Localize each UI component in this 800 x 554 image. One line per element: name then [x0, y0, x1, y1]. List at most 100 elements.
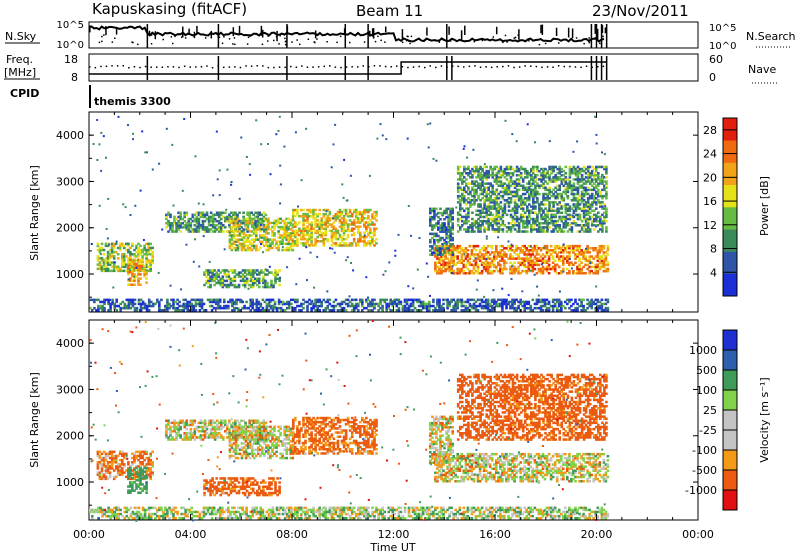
echo-cell [243, 275, 247, 278]
echo-cell [479, 230, 482, 233]
echo-cell [197, 230, 201, 233]
echo-cell [509, 306, 512, 310]
echo-cell [243, 283, 247, 287]
echo-cell [531, 267, 535, 271]
echo-cell [519, 213, 523, 217]
echo-cell [598, 257, 602, 260]
echo-cell [564, 203, 568, 206]
echo-cell [513, 272, 516, 275]
echo-cell [584, 180, 588, 183]
echo-cell [143, 264, 146, 268]
echo-cell [437, 253, 440, 256]
echo-cell [334, 233, 338, 237]
echo-cell [460, 309, 464, 312]
echo-cell [547, 257, 551, 260]
noise-search-dot [307, 38, 310, 40]
echo-cell [359, 219, 362, 222]
echo-cell [289, 234, 293, 237]
echo-cell [127, 306, 131, 310]
echo-cell [249, 275, 253, 278]
echo-cell [546, 224, 549, 227]
echo-cell [277, 217, 280, 221]
echo-cell [289, 246, 293, 250]
echo-cell [507, 182, 511, 185]
echo-cell [239, 275, 243, 278]
echo-cell [197, 226, 201, 229]
noise-search-dot [232, 43, 234, 45]
echo-cell [179, 215, 182, 219]
echo-cell [375, 219, 378, 222]
echo-cell [250, 225, 254, 229]
echo-cell [443, 218, 446, 221]
echo-cell [558, 211, 561, 214]
echo-cell [489, 190, 492, 194]
echo-cell [489, 174, 492, 177]
echo-cell [320, 225, 323, 228]
echo-cell [96, 255, 100, 258]
echo-cell [256, 273, 259, 276]
echo-cell [474, 306, 478, 310]
echo-cell [456, 302, 459, 306]
echo-cell [433, 213, 436, 217]
echo-cell [580, 226, 584, 229]
noise-search-dot [181, 36, 183, 38]
echo-cell [267, 244, 270, 248]
echo-cell [251, 273, 255, 276]
echo-cell [470, 251, 474, 254]
echo-cell [273, 221, 276, 225]
echo-cell [287, 302, 291, 306]
echo-cell [149, 267, 152, 271]
echo-cell [450, 300, 453, 304]
echo-cell [312, 215, 315, 218]
echo-cell [580, 194, 584, 198]
echo-cell [574, 186, 578, 189]
echo-cell [186, 309, 189, 312]
echo-cell [605, 215, 608, 219]
echo-cell [308, 302, 311, 306]
echo-cell [473, 184, 476, 187]
echo-cell [534, 190, 537, 194]
echo-cell [100, 246, 104, 250]
echo-cell [525, 255, 528, 258]
echo-cell [582, 186, 586, 189]
echo-cell [385, 304, 388, 308]
echo-cell [539, 249, 543, 252]
echo-cell [274, 277, 277, 280]
echo-cell [269, 244, 272, 248]
echo-cell [298, 227, 301, 230]
echo-cell [553, 304, 557, 308]
echo-cell [233, 306, 236, 310]
nave-dot [435, 66, 437, 69]
echo-cell [438, 304, 441, 308]
echo-cell [97, 309, 100, 312]
echo-cell [481, 192, 484, 196]
echo-cell [578, 184, 582, 187]
echo-cell [572, 249, 575, 252]
echo-cell [127, 283, 130, 286]
echo-speckle [90, 243, 93, 245]
echo-cell [499, 182, 503, 185]
echo-cell [532, 217, 535, 221]
echo-cell [271, 304, 275, 308]
echo-cell [267, 225, 270, 229]
echo-cell [344, 244, 348, 247]
echo-cell [505, 167, 509, 171]
echo-cell [181, 222, 184, 225]
echo-cell [521, 304, 524, 308]
echo-cell [334, 212, 338, 216]
echo-cell [562, 197, 566, 200]
echo-cell [448, 265, 451, 269]
echo-cell [292, 208, 295, 212]
echo-cell [143, 275, 146, 278]
echo-cell [232, 211, 235, 214]
echo-cell [467, 226, 470, 229]
echo-cell [481, 222, 484, 225]
echo-cell [588, 174, 592, 177]
echo-cell [469, 203, 472, 206]
echo-cell [242, 219, 246, 223]
echo-cell [590, 165, 594, 169]
echo-cell [560, 215, 564, 219]
echo-cell [242, 242, 246, 246]
echo-cell [572, 263, 575, 267]
echo-cell [588, 194, 592, 198]
